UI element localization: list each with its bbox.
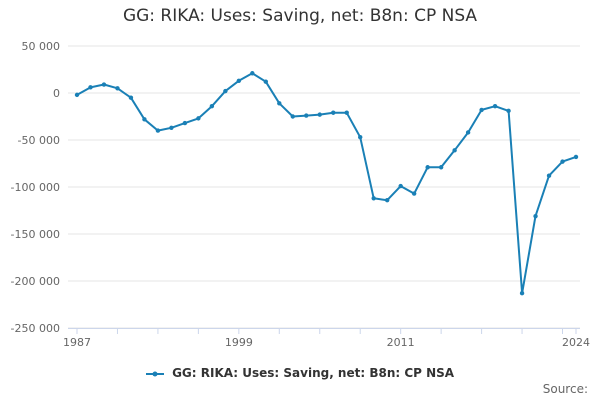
data-point xyxy=(384,197,390,203)
data-point xyxy=(88,85,93,90)
legend[interactable]: GG: RIKA: Uses: Saving, net: B8n: CP NSA xyxy=(0,366,600,380)
grid-lines xyxy=(68,45,580,329)
y-tick-label: -250 000 xyxy=(11,322,60,335)
data-point xyxy=(74,92,80,98)
y-tick-label: -200 000 xyxy=(11,275,60,288)
data-point xyxy=(236,78,242,83)
data-point xyxy=(344,110,349,115)
data-point xyxy=(155,128,161,133)
data-point xyxy=(290,114,295,119)
data-point xyxy=(101,82,107,87)
data-point xyxy=(142,117,147,122)
data-point xyxy=(277,101,282,106)
data-point xyxy=(371,196,376,201)
y-tick-label: 50 000 xyxy=(22,40,61,53)
x-axis-tick-labels: 1987 1999 2011 2024 xyxy=(63,336,590,349)
x-tick-label: 2024 xyxy=(562,336,590,349)
data-point xyxy=(182,120,188,126)
source-label: Source: xyxy=(542,382,588,396)
data-point xyxy=(546,173,552,178)
data-point xyxy=(560,159,565,164)
data-point xyxy=(304,113,309,118)
data-point xyxy=(533,213,538,219)
data-point xyxy=(331,110,336,115)
data-point xyxy=(519,291,525,296)
data-point xyxy=(223,88,228,94)
data-point xyxy=(465,130,471,135)
data-point xyxy=(115,86,120,91)
x-tick-label: 1999 xyxy=(225,336,253,349)
data-point xyxy=(573,154,579,160)
data-point xyxy=(317,112,322,117)
x-axis xyxy=(68,328,580,334)
data-point xyxy=(506,108,511,114)
y-tick-label: -100 000 xyxy=(11,181,60,194)
series-line xyxy=(76,72,577,295)
y-tick-label: 0 xyxy=(53,87,60,100)
x-tick-label: 2011 xyxy=(387,336,415,349)
data-point xyxy=(425,165,430,170)
x-tick-label: 1987 xyxy=(63,336,91,349)
series-layer xyxy=(74,71,579,296)
data-point xyxy=(209,103,215,109)
legend-line-marker-icon xyxy=(145,371,164,376)
data-point xyxy=(128,95,134,100)
data-point xyxy=(358,134,363,140)
y-tick-label: -50 000 xyxy=(18,134,60,147)
data-point xyxy=(250,71,255,76)
y-axis-tick-labels: 50 000 0 -50 000 -100 000 -150 000 -200 000 -2… xyxy=(11,40,60,335)
y-tick-label: -150 000 xyxy=(11,228,60,241)
data-point xyxy=(479,107,484,113)
data-point xyxy=(492,103,498,109)
data-point xyxy=(452,148,457,153)
data-point xyxy=(169,125,174,130)
data-point xyxy=(438,165,444,170)
data-point xyxy=(263,79,269,84)
chart-title: GG: RIKA: Uses: Saving, net: B8n: CP NSA xyxy=(122,6,478,26)
data-point xyxy=(196,116,201,121)
data-point xyxy=(411,191,417,196)
legend-series-label: GG: RIKA: Uses: Saving, net: B8n: CP NSA xyxy=(172,366,455,380)
data-point xyxy=(398,183,403,189)
